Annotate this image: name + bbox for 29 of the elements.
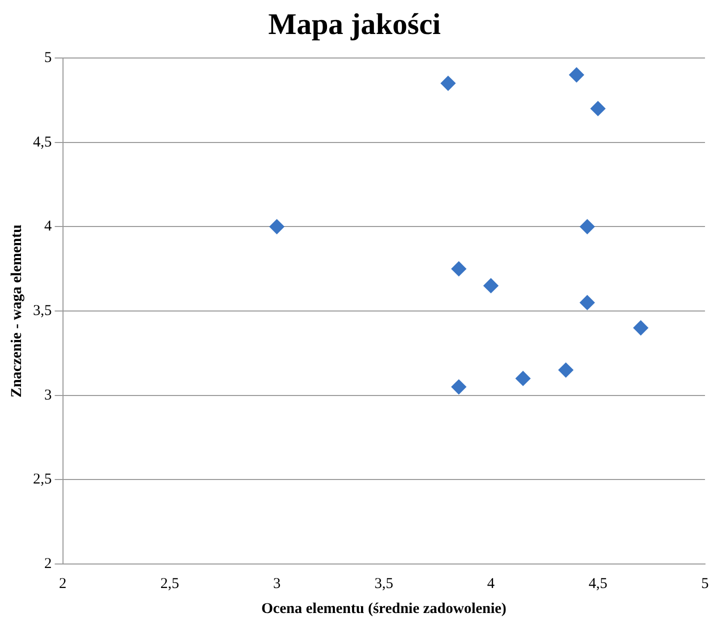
point [558, 362, 574, 378]
y-tick-label: 3,5 [33, 302, 52, 319]
point [516, 370, 531, 386]
y-axis-title: Znaczenie - waga elementu [8, 224, 25, 398]
y-tick-label: 2,5 [33, 472, 52, 488]
x-tick-label: 3 [273, 576, 281, 592]
y-tick-label: 3 [44, 387, 52, 404]
point [440, 76, 456, 91]
x-axis-title: Ocena elementu (średnie zadowolenie) [261, 600, 506, 617]
point [569, 67, 584, 82]
point [451, 379, 466, 394]
x-tick-label: 3,5 [374, 576, 394, 592]
point [269, 219, 284, 234]
x-tick-label: 5 [701, 576, 709, 592]
x-tick-label: 2,5 [160, 576, 180, 592]
y-tick-label: 5 [44, 50, 52, 66]
point [580, 219, 595, 234]
x-tick-label: 2 [59, 576, 66, 592]
point [633, 320, 648, 336]
y-tick-label: 4 [44, 218, 52, 235]
point [580, 295, 595, 310]
x-tick-label: 4,5 [588, 576, 608, 592]
y-tick-label: 4,5 [33, 134, 52, 150]
y-tick-label: 2 [44, 556, 52, 572]
point [590, 101, 606, 116]
point [483, 278, 498, 294]
x-tick-label: 4 [487, 576, 496, 592]
chart-title: Mapa jakości [268, 8, 441, 41]
point [451, 261, 466, 276]
